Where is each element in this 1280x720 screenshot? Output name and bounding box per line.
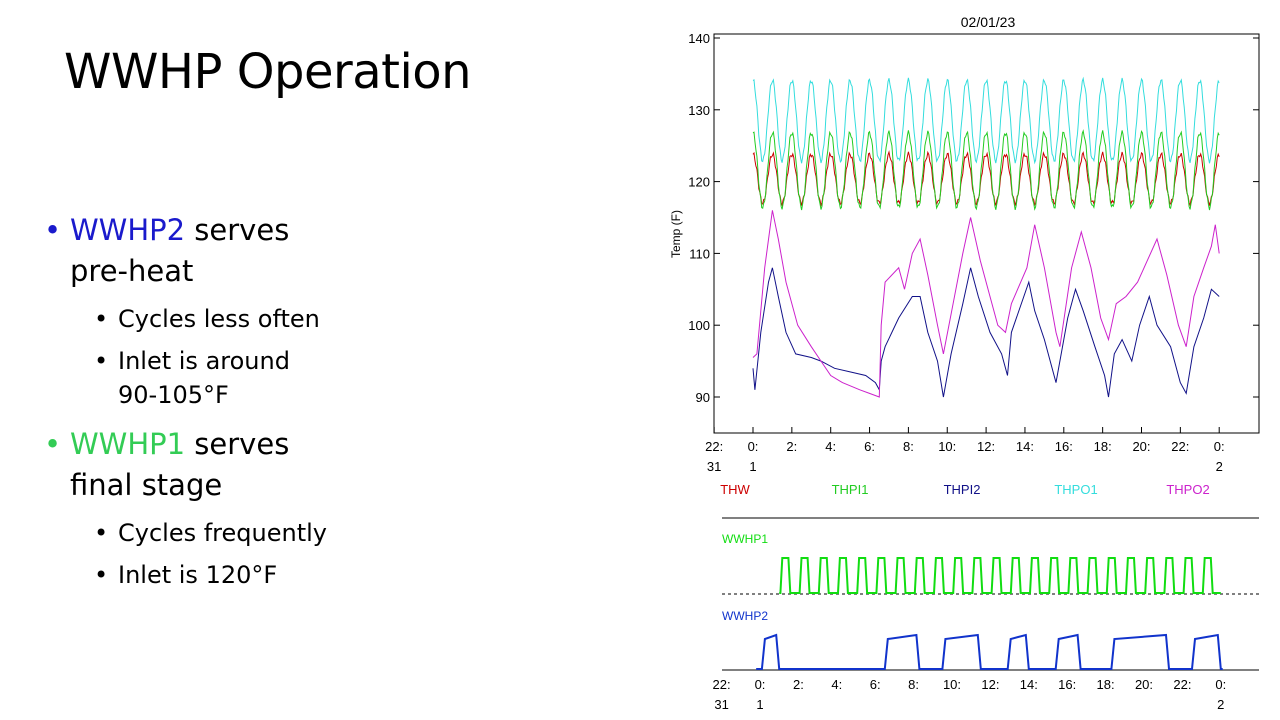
legend-thpo1: THPO1 (1054, 482, 1097, 497)
x-tick-sublabel: 2 (1217, 697, 1224, 712)
x-tick-label: 0: (1214, 439, 1225, 454)
series-line-thpi2 (752, 267, 1220, 398)
series-label-wwhp2: WWHP2 (722, 609, 768, 623)
x-tick-label: 22: (705, 439, 723, 454)
slide-title: WWHP Operation (64, 44, 472, 100)
x-tick-label: 22: (1173, 677, 1191, 692)
x-tick-label: 4: (831, 677, 842, 692)
bullet-list: • WWHP2 serves pre-heat • Cycles less oft… (44, 210, 424, 604)
x-tick-label: 2: (793, 677, 804, 692)
bullet-wwhp2: • WWHP2 serves pre-heat (44, 210, 424, 292)
sub-bullet: • Inlet is around 90-105°F (44, 344, 424, 412)
y-tick-label: 110 (689, 246, 710, 261)
x-tick-label: 22: (1171, 439, 1189, 454)
sub-bullet-dot-icon: • (94, 519, 109, 547)
series-line-thpo2 (752, 210, 1220, 398)
x-tick-label: 4: (825, 439, 836, 454)
x-tick-sublabel: 1 (749, 459, 756, 474)
sub-bullet: • Cycles less often (44, 302, 424, 336)
series-line-wwhp2 (756, 633, 1223, 670)
x-tick-label: 16: (1055, 439, 1073, 454)
x-tick-label: 6: (864, 439, 875, 454)
legend-thpo2: THPO2 (1166, 482, 1209, 497)
sub-bullet-list: • Cycles less often • Inlet is around 90-10… (44, 302, 424, 412)
sub-bullet-text: Inlet is 120°F (118, 561, 278, 589)
y-tick-label: 140 (688, 31, 710, 46)
series-line-thw (752, 150, 1220, 208)
y-tick-label: 100 (688, 318, 710, 333)
series-line-thpi1 (752, 129, 1220, 211)
bullet-wwhp1: • WWHP1 serves final stage (44, 424, 424, 506)
y-tick-label: 130 (688, 103, 710, 118)
x-tick-label: 22: (713, 677, 731, 692)
series-line-wwhp1 (779, 557, 1221, 594)
x-tick-label: 8: (903, 439, 914, 454)
x-tick-label: 14: (1016, 439, 1034, 454)
legend-thpi1: THPI1 (832, 482, 869, 497)
x-tick-label: 20: (1135, 677, 1153, 692)
sub-bullet-dot-icon: • (94, 305, 109, 333)
sub-bullet-text: Cycles less often (118, 305, 320, 333)
bullet-text-line2: final stage (70, 468, 223, 502)
bullet-highlight: WWHP1 (70, 427, 186, 461)
x-tick-label: 18: (1097, 677, 1115, 692)
series-line-thpo1 (752, 76, 1220, 165)
sub-bullet-dot-icon: • (94, 347, 109, 375)
bullet-highlight: WWHP2 (70, 213, 186, 247)
x-tick-label: 0: (755, 677, 766, 692)
sub-bullet-text-cont: 90-105°F (118, 381, 229, 409)
y-tick-label: 90 (696, 390, 710, 405)
x-tick-label: 8: (908, 677, 919, 692)
sub-bullet-text: Inlet is around (118, 347, 290, 375)
x-tick-label: 2: (786, 439, 797, 454)
bullet-text: serves (185, 427, 290, 461)
x-tick-sublabel: 1 (756, 697, 763, 712)
bullet-dot-icon: • (44, 427, 62, 461)
x-tick-sublabel: 31 (714, 697, 728, 712)
legend-thpi2: THPI2 (944, 482, 981, 497)
legend-thw: THW (720, 482, 750, 497)
chart-title: 02/01/23 (961, 14, 1016, 30)
x-tick-label: 20: (1132, 439, 1150, 454)
x-tick-label: 10: (938, 439, 956, 454)
series-label-wwhp1: WWHP1 (722, 532, 768, 546)
sub-bullet: • Cycles frequently (44, 516, 424, 550)
y-axis-label: Temp (F) (669, 210, 683, 258)
x-tick-label: 12: (981, 677, 999, 692)
x-tick-sublabel: 31 (707, 459, 721, 474)
y-tick-label: 120 (688, 175, 710, 190)
x-tick-sublabel: 2 (1216, 459, 1223, 474)
x-tick-label: 14: (1020, 677, 1038, 692)
sub-bullet-dot-icon: • (94, 561, 109, 589)
x-tick-label: 6: (870, 677, 881, 692)
sub-bullet-text: Cycles frequently (118, 519, 327, 547)
sub-bullet: • Inlet is 120°F (44, 558, 424, 592)
x-tick-label: 18: (1094, 439, 1112, 454)
x-tick-label: 0: (748, 439, 759, 454)
bullet-text: serves (185, 213, 290, 247)
x-tick-label: 0: (1215, 677, 1226, 692)
sub-bullet-list: • Cycles frequently • Inlet is 120°F (44, 516, 424, 592)
bullet-text-line2: pre-heat (70, 254, 194, 288)
x-tick-label: 10: (943, 677, 961, 692)
x-tick-label: 16: (1058, 677, 1076, 692)
x-tick-label: 12: (977, 439, 995, 454)
bullet-dot-icon: • (44, 213, 62, 247)
